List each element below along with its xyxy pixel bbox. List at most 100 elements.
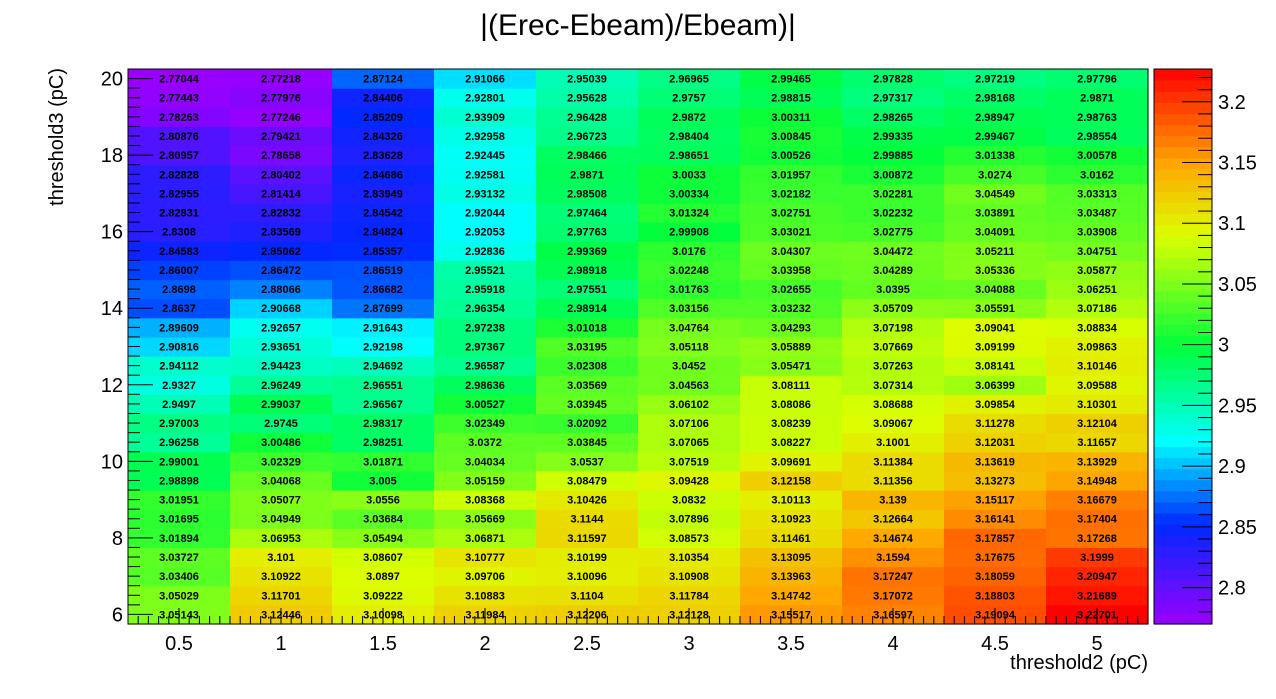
cell-value-label: 3.02329 [261,456,301,468]
heatmap-cell [740,566,843,587]
cell-value-label: 3.05336 [975,265,1015,277]
cell-value-label: 2.77246 [261,112,301,124]
cell-value-label: 2.98251 [363,437,403,449]
heatmap-cell [230,375,333,395]
colorbar-band [1154,279,1212,292]
heatmap-cell [434,432,537,453]
heatmap-cell [434,317,537,338]
cell-value-label: 3.10199 [567,552,607,564]
cell-value-label: 3.07669 [873,342,913,354]
cell-value-label: 2.92801 [465,93,505,105]
cell-value-label: 2.98554 [1077,131,1118,143]
heatmap-cell [332,470,435,491]
cell-value-label: 3.0395 [876,284,910,296]
heatmap-cell [434,566,537,587]
x-tick-label: 3.5 [777,633,805,655]
heatmap-cell [536,585,639,606]
colorbar-band [1154,191,1212,203]
heatmap-cell [434,375,537,395]
cell-value-label: 3.03021 [771,227,811,239]
heatmap-cell [230,260,333,281]
heatmap-cell [638,222,741,242]
cell-value-label: 3.09428 [669,475,709,487]
cell-value-label: 3.17404 [1077,514,1118,526]
heatmap-cell [944,413,1047,434]
heatmap-cell [536,566,639,587]
cell-value-label: 3.09067 [873,418,913,430]
cell-value-label: 3.13929 [1077,456,1117,468]
cell-value-label: 3.10908 [669,571,709,583]
heatmap-cell [638,413,741,434]
heatmap-cell [1046,317,1149,338]
colorbar-band [1154,435,1212,447]
colorbar-band [1154,501,1212,514]
heatmap-cell [740,202,843,223]
colorbar-band [1154,590,1212,603]
colorbar-band [1154,268,1212,281]
cell-value-label: 2.84583 [159,246,199,258]
heatmap-cell [638,528,741,549]
cell-value-label: 3.05118 [669,342,708,354]
heatmap-cell [638,394,741,415]
heatmap-cell [128,585,231,606]
colorbar-band [1154,180,1212,192]
cell-value-label: 3.0452 [672,361,706,373]
cell-value-label: 2.98914 [567,303,608,315]
heatmap-cell [536,432,639,453]
heatmap-cell [536,260,639,281]
colorbar-band [1154,113,1212,126]
cell-value-label: 3.0033 [672,169,706,181]
cell-value-label: 3.14674 [873,533,914,545]
heatmap-cell [536,490,639,510]
cell-value-label: 2.80402 [261,169,301,181]
heatmap-cell [638,566,741,587]
heatmap-cell [230,222,333,242]
cell-value-label: 2.9745 [264,418,298,430]
heatmap-cell [740,88,843,108]
cell-value-label: 3.02349 [465,418,505,430]
heatmap-cell [230,298,333,319]
heatmap-cell [230,107,333,128]
colorbar-band [1154,91,1212,103]
cell-value-label: 3.04764 [669,322,710,334]
cell-value-label: 3.04472 [873,246,913,258]
heatmap-cell [128,145,231,166]
heatmap-cell [638,164,741,185]
cell-value-label: 2.8308 [162,227,196,239]
heatmap-cell [842,490,945,510]
heatmap-cell [638,451,741,472]
colorbar-frame [1153,68,1213,625]
heatmap-cell [128,336,231,357]
heatmap-cell [536,183,639,204]
heatmap-cell [638,69,741,89]
cell-value-label: 2.85357 [363,246,403,258]
heatmap-cell [536,394,639,415]
cell-value-label: 3.0832 [672,495,706,507]
x-tick-label: 4 [887,633,898,655]
heatmap-cell [944,317,1047,338]
heatmap-cell [740,451,843,472]
cell-value-label: 3.01957 [771,169,811,181]
cell-value-label: 3.14948 [1077,475,1117,487]
cell-value-label: 2.98317 [363,418,403,430]
heatmap-cell [332,88,435,108]
cell-value-label: 3.139 [879,495,907,507]
cell-value-label: 3.13619 [975,456,1015,468]
colorbar-band [1154,69,1212,81]
cell-value-label: 2.85209 [363,112,403,124]
heatmap-cell [434,107,537,128]
heatmap-cell [128,413,231,434]
heatmap-cell [536,451,639,472]
cell-value-label: 2.92044 [465,208,506,220]
heatmap-cell [740,183,843,204]
colorbar-tick-label: 3.1 [1218,213,1246,235]
cell-value-label: 3.00845 [771,131,811,143]
heatmap-cell [332,528,435,549]
heatmap-cell [944,451,1047,472]
heatmap-cell [332,222,435,242]
cell-value-label: 3.16679 [1077,495,1117,507]
heatmap-cell [1046,88,1149,108]
cell-value-label: 2.94692 [363,361,403,373]
cell-value-label: 2.97763 [567,227,607,239]
colorbar-band [1154,202,1212,214]
